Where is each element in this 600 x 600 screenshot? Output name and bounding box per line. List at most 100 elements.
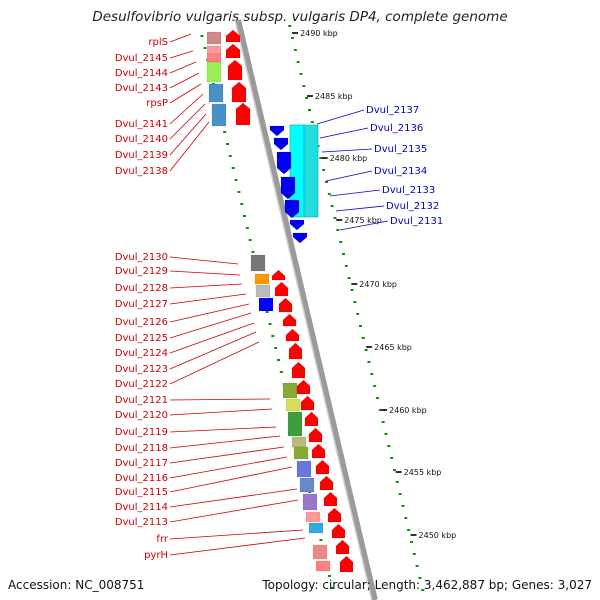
feature-box-cyan	[303, 124, 319, 218]
scale-dot	[373, 385, 377, 387]
reverse-gene-arrow	[292, 232, 308, 244]
inner-guide-dot	[327, 575, 331, 577]
inner-guide-dot	[240, 203, 244, 205]
gene-label-left: Dvul_2118	[115, 443, 168, 454]
scale-dot	[381, 421, 385, 423]
label-leader-right	[339, 220, 389, 231]
forward-gene-arrow	[311, 443, 326, 459]
scale-dot	[404, 517, 408, 519]
forward-gene-arrow	[291, 361, 306, 379]
label-leader-left	[169, 270, 241, 276]
forward-gene-arrow	[231, 81, 247, 103]
scale-dot	[367, 361, 371, 363]
label-leader-left	[169, 121, 210, 172]
reverse-gene-arrow	[273, 137, 289, 151]
scale-dot	[358, 325, 362, 327]
scale-dot	[322, 169, 326, 171]
scale-dot	[356, 313, 360, 315]
forward-gene-arrow	[319, 475, 334, 491]
scale-dot	[302, 85, 306, 87]
label-leader-right	[329, 189, 381, 197]
scale-dot	[384, 433, 388, 435]
inner-guide-dot	[274, 347, 278, 349]
scale-dot	[341, 253, 345, 255]
label-leader-left	[169, 529, 304, 540]
scale-dot	[339, 241, 343, 243]
scale-dot	[350, 289, 354, 291]
label-leader-left	[169, 312, 252, 339]
gene-label-left: Dvul_2114	[115, 502, 168, 513]
forward-gene-arrow	[225, 29, 241, 43]
feature-box	[305, 511, 321, 523]
inner-guide-dot	[330, 587, 334, 589]
inner-guide-dot	[203, 47, 207, 49]
label-leader-left	[169, 435, 281, 449]
label-leader-left	[169, 341, 260, 385]
gene-label-right: Dvul_2132	[386, 201, 439, 212]
label-leader-left	[169, 303, 250, 323]
forward-gene-arrow	[271, 269, 286, 281]
scale-dot	[344, 265, 348, 267]
label-leader-left	[169, 499, 299, 523]
feature-box	[302, 493, 318, 511]
feature-box	[312, 544, 328, 560]
forward-gene-arrow	[304, 411, 319, 427]
gene-labels: rplS Dvul_2145 Dvul_2144 Dvul_2143 rpsP Dvul_…	[115, 37, 443, 561]
label-leader-left	[169, 61, 197, 74]
label-leader-left	[169, 446, 285, 464]
scale-dot	[299, 73, 303, 75]
scale-dot	[296, 61, 300, 63]
map-title: Desulfovibrio vulgaris subsp. vulgaris D…	[92, 9, 508, 25]
reverse-gene-arrow	[280, 176, 296, 200]
scale-dot	[310, 121, 314, 123]
scale-dot	[418, 577, 422, 579]
scale-dot	[324, 181, 328, 183]
label-leader-left	[169, 113, 207, 156]
reverse-gene-arrow	[289, 219, 305, 231]
label-leader-left	[169, 466, 293, 493]
gene-label-left: Dvul_2127	[115, 299, 168, 310]
scale-dot	[336, 229, 340, 231]
label-leader-left	[169, 408, 273, 416]
feature-box	[255, 284, 271, 298]
inner-guide-dot	[245, 227, 249, 229]
gene-label-left: pyrH	[144, 550, 168, 561]
scale-dot	[378, 409, 382, 411]
label-leader-left	[169, 331, 257, 370]
scale-dot	[392, 469, 396, 471]
inner-guide-dot	[251, 251, 255, 253]
inner-guide-dot	[279, 371, 283, 373]
forward-gene-arrow	[335, 539, 350, 555]
label-leader-left	[169, 488, 298, 508]
gene-label-left: Dvul_2123	[115, 364, 168, 375]
scale-tick-label: 2470 kbp	[359, 280, 397, 289]
forward-gene-arrow	[225, 43, 241, 59]
forward-gene-arrow	[323, 491, 338, 507]
label-leader-right	[325, 170, 373, 182]
scale-dot	[319, 157, 323, 159]
label-leader-left	[169, 33, 192, 43]
gene-label-left: Dvul_2140	[115, 134, 168, 145]
genome-backbone	[234, 19, 378, 600]
label-leader-right	[316, 109, 365, 125]
gene-label-left: rpsP	[146, 98, 168, 109]
scale-dot	[305, 97, 309, 99]
scale-tick-label: 2465 kbp	[374, 343, 412, 352]
gene-label-left: Dvul_2113	[115, 517, 168, 528]
forward-gene-arrow	[227, 59, 243, 81]
label-leader-right	[335, 205, 385, 212]
label-leader-left	[169, 293, 247, 305]
inner-guide-dot	[234, 179, 238, 181]
label-leader-left	[169, 83, 202, 104]
scale-tick-label: 2475 kbp	[344, 216, 382, 225]
gene-label-left: Dvul_2124	[115, 348, 168, 359]
gene-label-left: Dvul_2138	[115, 166, 168, 177]
feature-box	[258, 297, 274, 312]
feature-box	[206, 53, 222, 63]
feature-box	[254, 273, 270, 285]
feature-box	[211, 103, 227, 127]
gene-label-left: Dvul_2128	[115, 283, 168, 294]
gene-label-right: Dvul_2134	[374, 166, 427, 177]
gene-label-left: Dvul_2120	[115, 410, 168, 421]
scale-dot	[353, 301, 357, 303]
